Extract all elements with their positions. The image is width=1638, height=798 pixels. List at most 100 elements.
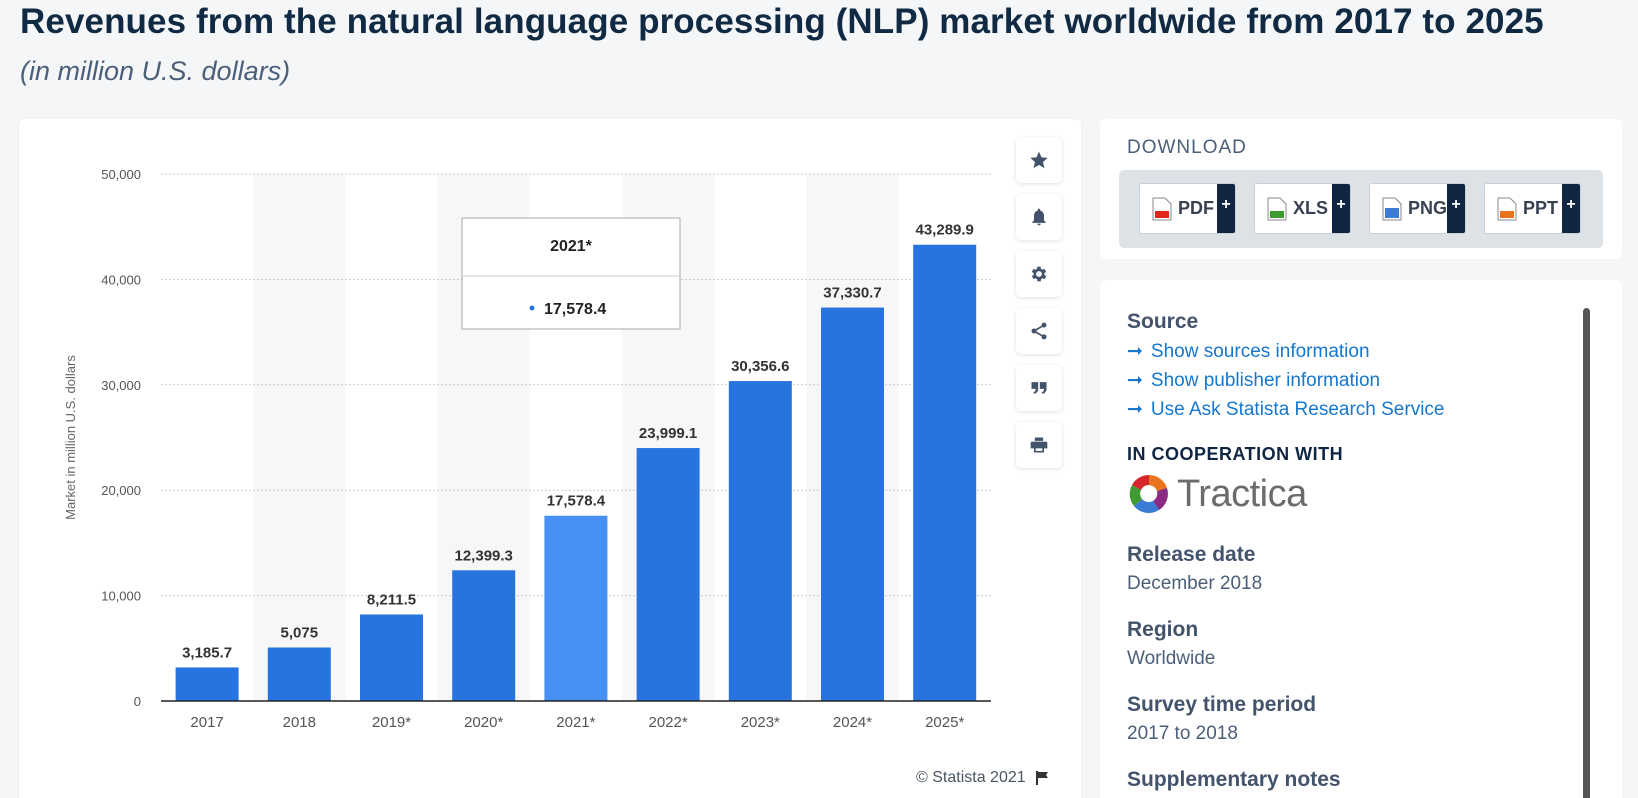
- bar[interactable]: [636, 448, 700, 701]
- bell-icon: [1032, 208, 1046, 226]
- bar-chart[interactable]: 0 10,000 20,000 30,000 40,000 50,000 Market in…: [19, 119, 1081, 798]
- bar[interactable]: [360, 614, 423, 701]
- tractica-logo[interactable]: Tractica: [1127, 472, 1307, 516]
- page-subtitle: (in million U.S. dollars): [20, 56, 291, 86]
- region-value: Worldwide: [1127, 648, 1216, 669]
- bar-value-label: 8,211.5: [367, 591, 416, 608]
- bar-value-label: 43,289.9: [916, 222, 974, 239]
- supplementary-notes-heading: Supplementary notes: [1127, 768, 1341, 791]
- bar-value-label: 12,399.3: [455, 547, 513, 564]
- y-axis-label: Market in million U.S. dollars: [63, 355, 78, 520]
- y-tick-label: 50,000: [101, 167, 141, 182]
- bar-value-label: 17,578.4: [547, 493, 606, 510]
- print-icon: [1030, 437, 1048, 453]
- arrow-right-icon: ➞: [1127, 370, 1143, 391]
- xls-file-icon: [1267, 197, 1287, 220]
- show-publisher-label: Show publisher information: [1150, 369, 1381, 391]
- bar[interactable]: [544, 515, 608, 701]
- cite-button[interactable]: [1016, 365, 1062, 411]
- copyright-text: © Statista 2021: [916, 769, 1026, 786]
- x-tick-label: 2018: [283, 714, 316, 731]
- download-png-plus[interactable]: +: [1447, 184, 1465, 233]
- download-xls-label: XLS: [1293, 198, 1329, 218]
- ask-research-service-label: Use Ask Statista Research Service: [1150, 398, 1445, 420]
- release-date-heading: Release date: [1127, 543, 1256, 566]
- pdf-file-icon: [1152, 197, 1172, 220]
- quote-icon: [1031, 382, 1047, 394]
- y-tick-label: 20,000: [101, 483, 141, 498]
- notification-button[interactable]: [1016, 194, 1062, 240]
- bar-value-label: 30,356.6: [731, 358, 789, 375]
- tractica-name: Tractica: [1177, 472, 1307, 515]
- x-tick-label: 2023*: [741, 714, 780, 731]
- x-tick-label: 2017: [190, 714, 223, 731]
- y-tick-label: 30,000: [101, 378, 141, 393]
- share-icon: [1031, 322, 1047, 340]
- favorite-button[interactable]: [1016, 137, 1062, 183]
- tooltip-category: 2021*: [550, 238, 593, 255]
- chart-band: [253, 174, 346, 701]
- page-title: Revenues from the natural language proce…: [20, 2, 1544, 41]
- gear-icon: [1031, 266, 1047, 282]
- settings-button[interactable]: [1016, 251, 1062, 297]
- info-scrollbar[interactable]: [1583, 308, 1590, 798]
- bar-value-label: 23,999.1: [639, 425, 697, 442]
- bar-value-label: 5,075: [281, 625, 319, 642]
- download-pdf-label: PDF: [1178, 198, 1214, 218]
- show-sources-label: Show sources information: [1150, 340, 1370, 362]
- survey-period-value: 2017 to 2018: [1127, 723, 1238, 744]
- survey-period-heading: Survey time period: [1127, 693, 1317, 716]
- download-ppt-label: PPT: [1523, 198, 1559, 218]
- bar[interactable]: [452, 570, 516, 701]
- tooltip-series-dot: [529, 305, 535, 311]
- arrow-right-icon: ➞: [1127, 399, 1143, 420]
- release-date-value: December 2018: [1127, 573, 1263, 594]
- chart-toolbar: [1016, 137, 1062, 479]
- info-panel: Source ➞ Show sources information ➞ Show…: [1100, 280, 1622, 798]
- bar[interactable]: [821, 307, 884, 701]
- star-icon: [1030, 151, 1048, 169]
- png-file-icon: [1382, 197, 1402, 220]
- tractica-logo-mark: [1129, 474, 1168, 514]
- y-tick-label: 40,000: [101, 272, 141, 287]
- flag-icon[interactable]: [1034, 770, 1050, 786]
- show-sources-link[interactable]: ➞ Show sources information: [1127, 340, 1370, 363]
- x-tick-label: 2025*: [925, 714, 964, 731]
- show-publisher-link[interactable]: ➞ Show publisher information: [1127, 369, 1380, 392]
- download-xls-plus[interactable]: +: [1332, 184, 1350, 233]
- print-button[interactable]: [1016, 422, 1062, 468]
- arrow-right-icon: ➞: [1127, 341, 1143, 362]
- share-button[interactable]: [1016, 308, 1062, 354]
- bar[interactable]: [175, 667, 239, 701]
- download-pdf-plus[interactable]: +: [1217, 184, 1235, 233]
- x-tick-label: 2020*: [464, 714, 503, 731]
- source-heading: Source: [1127, 310, 1199, 333]
- x-tick-label: 2022*: [648, 714, 687, 731]
- download-png-button[interactable]: PNG +: [1369, 183, 1466, 234]
- bar-value-label: 3,185.7: [182, 644, 232, 661]
- download-panel: DOWNLOAD PDF + XLS + PNG + PPT +: [1100, 119, 1622, 259]
- y-tick-label: 10,000: [101, 589, 141, 604]
- download-png-label: PNG: [1408, 198, 1448, 218]
- bar[interactable]: [728, 381, 792, 701]
- x-tick-label: 2021*: [556, 714, 595, 731]
- x-tick-label: 2024*: [833, 714, 872, 731]
- region-heading: Region: [1127, 618, 1199, 641]
- bar[interactable]: [913, 244, 977, 701]
- download-ppt-plus[interactable]: +: [1562, 184, 1580, 233]
- cooperation-heading: IN COOPERATION WITH: [1127, 444, 1344, 464]
- bar-value-label: 37,330.7: [823, 285, 881, 302]
- download-xls-button[interactable]: XLS +: [1254, 183, 1351, 234]
- ppt-file-icon: [1497, 197, 1517, 220]
- ask-research-service-link[interactable]: ➞ Use Ask Statista Research Service: [1127, 398, 1445, 421]
- download-ppt-button[interactable]: PPT +: [1484, 183, 1581, 234]
- y-tick-label: 0: [134, 694, 141, 709]
- x-tick-label: 2019*: [372, 714, 411, 731]
- chart-card: 0 10,000 20,000 30,000 40,000 50,000 Market in…: [19, 119, 1081, 798]
- bar[interactable]: [267, 647, 331, 701]
- copyright: © Statista 2021: [916, 769, 1050, 787]
- tooltip-box: [461, 217, 681, 330]
- download-title: DOWNLOAD: [1127, 137, 1247, 158]
- download-pdf-button[interactable]: PDF +: [1139, 183, 1236, 234]
- tooltip-value: 17,578.4: [544, 301, 606, 318]
